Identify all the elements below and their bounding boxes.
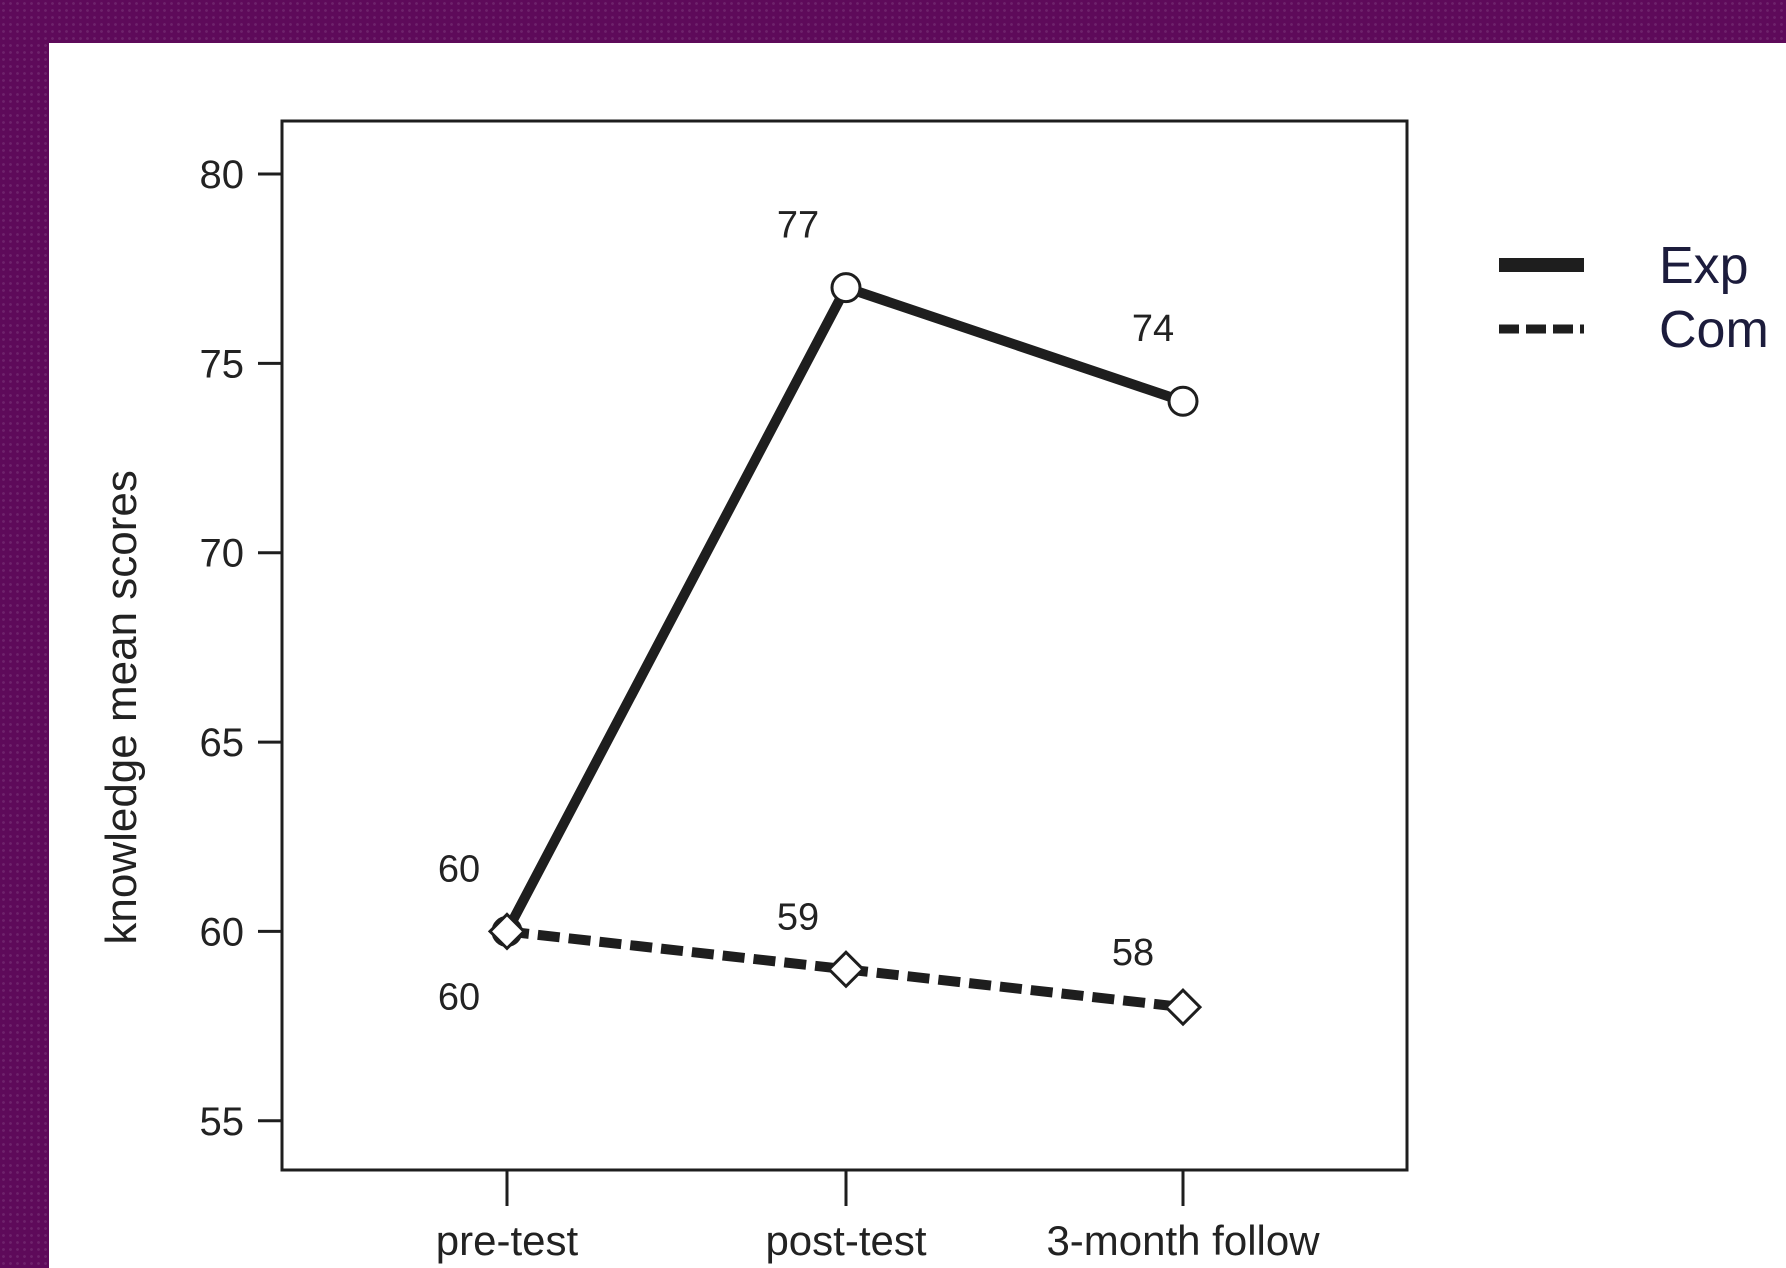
legend-label-com: Com [1659, 301, 1769, 359]
y-tick-label: 55 [200, 1100, 245, 1144]
legend-label-exp: Exp [1659, 237, 1749, 295]
x-tick-label: post-test [765, 1217, 926, 1264]
y-tick-label: 80 [200, 153, 245, 197]
data-label-com: 58 [1112, 932, 1154, 974]
x-tick-label: 3-month follow [1046, 1217, 1320, 1264]
data-label-com: 59 [777, 896, 819, 938]
line-chart: 55 60 65 70 75 80 pre-test post-test 3-month fo… [97, 119, 1769, 1264]
y-tick-label: 65 [200, 721, 245, 765]
y-tick-label: 60 [200, 910, 245, 954]
data-point-com [487, 912, 527, 951]
data-label-exp: 74 [1132, 308, 1174, 350]
y-tick-label: 70 [200, 532, 245, 576]
y-tick-label: 75 [200, 342, 245, 386]
data-point-com [826, 950, 866, 989]
series-lines [502, 282, 1185, 1013]
data-label-exp: 77 [777, 205, 819, 247]
data-label-exp: 60 [438, 848, 480, 890]
data-labels: 60 77 74 60 59 58 [438, 205, 1174, 1019]
x-tick-label: pre-test [436, 1217, 579, 1264]
series-markers [487, 272, 1203, 1027]
data-point-exp [830, 272, 862, 304]
legend: Exp Com [1499, 237, 1769, 359]
y-axis: 55 60 65 70 75 80 [200, 153, 282, 1144]
chart-panel: 55 60 65 70 75 80 pre-test post-test 3-month fo… [49, 43, 1786, 1268]
x-axis: pre-test post-test 3-month follow [436, 1170, 1320, 1264]
y-axis-title: knowledge mean scores [97, 470, 146, 944]
data-point-exp [1167, 385, 1199, 417]
data-point-com [1163, 988, 1203, 1027]
data-label-com: 60 [438, 976, 480, 1018]
series-line-exp [502, 282, 1185, 934]
